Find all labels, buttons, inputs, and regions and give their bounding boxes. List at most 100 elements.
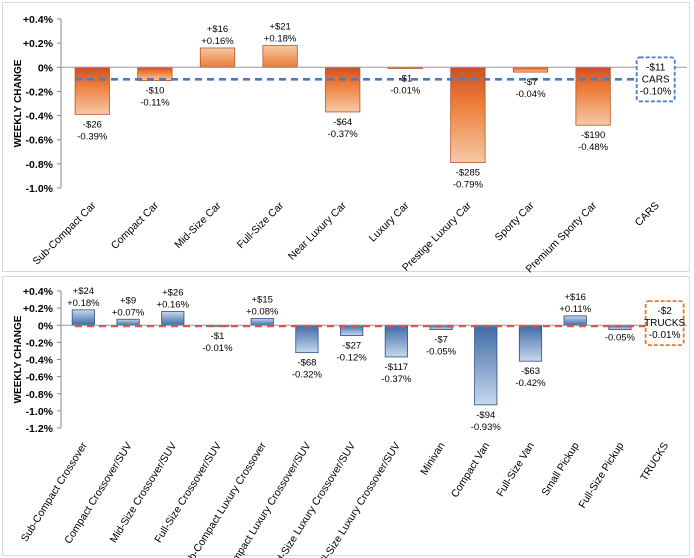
- bar-trucks-4: [250, 318, 274, 326]
- aggregate-dollar: -$11: [646, 62, 666, 73]
- aggregate-box: [635, 56, 676, 103]
- data-label-pct: -0.05%: [605, 332, 636, 343]
- data-label-pct: +0.18%: [67, 298, 100, 309]
- aggregate-name: TRUCKS: [644, 318, 685, 329]
- data-label-dollar: -$94: [476, 410, 495, 421]
- data-label-pct: -0.04%: [515, 89, 546, 100]
- x-category-label: Premium Sporty Car: [523, 199, 599, 275]
- aggregate-dollar: -$2: [657, 306, 672, 317]
- data-label-dollar: -$117: [385, 362, 409, 373]
- data-label-dollar: -$1: [211, 331, 225, 342]
- data-label-pct: -0.42%: [515, 378, 546, 389]
- data-label-pct: +0.18%: [264, 34, 297, 45]
- y-tick-label: +0.2%: [23, 303, 54, 315]
- bar-cars-7: [512, 66, 549, 73]
- y-axis-title: WEEKLY CHANGE: [13, 315, 24, 403]
- data-label-pct: -0.01%: [202, 343, 233, 354]
- data-label-dollar: +$24: [73, 286, 94, 297]
- bar-trucks-0: [71, 309, 95, 326]
- data-label-dollar: -$7: [434, 335, 448, 346]
- data-label-dollar: -$27: [342, 341, 361, 352]
- y-tick-label: 0%: [38, 62, 54, 74]
- x-category-label: Prestige Luxury Car: [400, 199, 474, 273]
- data-label-dollar: +$15: [252, 294, 273, 305]
- bar-cars-0: [74, 66, 110, 115]
- y-tick-label: -0.4%: [26, 111, 54, 123]
- bar-trucks-5: [295, 324, 319, 354]
- data-label-pct: -0.12%: [337, 353, 368, 364]
- x-category-label: TRUCKS: [638, 440, 671, 483]
- bar-trucks-11: [563, 315, 587, 326]
- data-label-dollar: -$190: [581, 130, 605, 141]
- y-tick-label: +0.4%: [23, 286, 54, 298]
- data-label-dollar: +$9: [120, 295, 136, 306]
- y-tick-label: -1.0%: [26, 183, 54, 195]
- data-label-pct: +0.16%: [157, 300, 190, 311]
- x-category-label: Sub-Compact Luxury Crossover: [179, 440, 269, 558]
- bar-trucks-10: [518, 324, 543, 362]
- cars-chart-panel: WEEKLY CHANGE +0.4% +0.2% 0% -0.2% -0.4% -0.6%…: [2, 2, 690, 275]
- data-label-pct: -0.37%: [381, 374, 412, 385]
- data-label-dollar: -$26: [83, 119, 102, 130]
- data-label-dollar: -$1: [398, 73, 412, 84]
- y-tick-label: +0.2%: [23, 38, 54, 50]
- bar-cars-2: [199, 47, 236, 68]
- data-label-dollar: -$10: [145, 86, 164, 97]
- data-label-dollar: -$64: [333, 117, 352, 128]
- data-label-dollar: +$21: [269, 22, 290, 33]
- x-category-label: Small Pickup: [539, 440, 581, 498]
- x-category-label: Compact Van: [449, 440, 493, 500]
- x-category-label: Full-Size Luxury Crossover/SUV: [313, 440, 403, 558]
- y-axis-title: WEEKLY CHANGE: [13, 59, 24, 147]
- data-label-pct: -0.01%: [390, 85, 421, 96]
- x-category-label: Mid-Size Car: [172, 199, 224, 251]
- data-label-pct: -0.37%: [328, 129, 359, 140]
- y-tick-label: 0%: [38, 320, 54, 332]
- bar-cars-3: [262, 45, 298, 68]
- cars-chart: WEEKLY CHANGE +0.4% +0.2% 0% -0.2% -0.4% -0.6%…: [13, 14, 687, 275]
- y-tick-label: -0.4%: [26, 355, 54, 367]
- data-label-pct: +0.11%: [559, 304, 591, 315]
- x-category-label: Compact Car: [109, 199, 162, 252]
- x-category-label: Luxury Car: [367, 199, 412, 244]
- trucks-chart-panel: WEEKLY CHANGE +0.4% +0.2% 0% -0.2% -0.4% -0.6%…: [2, 276, 690, 558]
- data-label-pct: +0.07%: [112, 307, 145, 318]
- bar-trucks-7: [384, 324, 408, 358]
- bar-trucks-9: [474, 324, 498, 406]
- aggregate-name: CARS: [642, 74, 670, 85]
- y-tick-label: +0.4%: [23, 14, 54, 26]
- data-label-dollar: +$26: [162, 288, 183, 299]
- data-label-dollar: -$285: [456, 168, 480, 179]
- x-category-label: CARS: [633, 200, 662, 229]
- bar-cars-8: [575, 66, 611, 126]
- x-category-label: Full-Size Pickup: [576, 440, 626, 510]
- aggregate-pct: -0.10%: [640, 86, 672, 97]
- data-label-pct: -0.05%: [426, 347, 457, 358]
- data-label-dollar: -$7: [524, 77, 538, 88]
- data-label-pct: -0.39%: [77, 131, 108, 142]
- data-label-pct: -0.93%: [471, 422, 502, 433]
- y-tick-label: -0.6%: [26, 372, 54, 384]
- x-category-label: Sporty Car: [493, 199, 537, 243]
- x-category-label: Full-Size Car: [235, 199, 287, 251]
- bar-cars-4: [325, 66, 361, 113]
- data-label-dollar: +$16: [565, 292, 586, 303]
- data-label-pct: -0.79%: [453, 180, 484, 191]
- y-tick-label: -0.6%: [26, 135, 54, 147]
- bar-cars-1: [137, 66, 173, 81]
- data-label-pct: -0.48%: [578, 142, 609, 153]
- data-label-pct: -0.11%: [140, 98, 170, 109]
- x-category-label: Full-Size Van: [494, 440, 537, 499]
- bar-cars-6: [450, 66, 486, 164]
- bar-trucks-1: [116, 318, 140, 326]
- y-tick-label: -0.2%: [26, 337, 54, 349]
- x-category-label: Near Luxury Car: [286, 199, 349, 262]
- data-label-dollar: +$16: [207, 24, 228, 35]
- y-tick-label: -1.2%: [26, 423, 54, 435]
- y-tick-label: -1.0%: [26, 406, 54, 418]
- x-category-label: Sub-Compact Car: [31, 199, 99, 267]
- y-tick-label: -0.8%: [26, 389, 54, 401]
- y-tick-label: -0.8%: [26, 159, 54, 171]
- aggregate-box: [644, 300, 685, 347]
